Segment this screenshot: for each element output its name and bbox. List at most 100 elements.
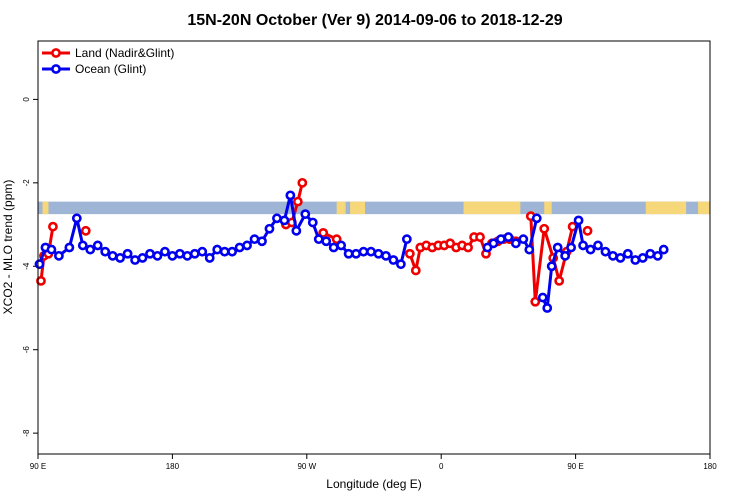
data-point bbox=[496, 234, 506, 245]
data-point bbox=[307, 217, 318, 228]
data-point bbox=[264, 223, 275, 234]
land-segment bbox=[463, 201, 521, 215]
data-point bbox=[552, 242, 563, 253]
data-point bbox=[658, 244, 669, 255]
data-point bbox=[92, 240, 103, 251]
data-point bbox=[554, 275, 565, 286]
data-point bbox=[107, 250, 118, 261]
data-point bbox=[292, 196, 303, 207]
x-tick-label: 90 W bbox=[297, 462, 316, 471]
data-point bbox=[488, 238, 499, 249]
data-point bbox=[503, 232, 514, 242]
data-point bbox=[573, 215, 584, 226]
data-point bbox=[373, 248, 384, 259]
land-segment bbox=[350, 201, 366, 215]
legend: Land (Nadir&Glint) Ocean (Glint) bbox=[42, 46, 174, 76]
data-point bbox=[182, 250, 193, 261]
data-point bbox=[560, 250, 571, 261]
data-point bbox=[85, 244, 96, 255]
data-point bbox=[189, 248, 200, 259]
data-point bbox=[219, 246, 230, 257]
data-point bbox=[531, 213, 542, 224]
y-tick-label: -6 bbox=[22, 346, 31, 354]
data-point bbox=[622, 248, 633, 259]
legend-label: Land (Nadir&Glint) bbox=[75, 46, 174, 60]
data-point bbox=[410, 265, 421, 276]
y-tick-label: 0 bbox=[22, 97, 31, 102]
data-point bbox=[249, 234, 260, 245]
legend-item: Ocean (Glint) bbox=[42, 62, 146, 76]
data-point bbox=[100, 246, 111, 257]
data-point bbox=[401, 234, 412, 245]
legend-label: Ocean (Glint) bbox=[75, 62, 146, 76]
data-point bbox=[615, 253, 626, 263]
y-tick-label: -4 bbox=[22, 262, 31, 270]
x-tick-label: 0 bbox=[439, 462, 444, 471]
land-segment bbox=[645, 201, 687, 215]
data-point bbox=[71, 213, 82, 224]
data-point bbox=[212, 244, 223, 255]
data-point bbox=[174, 248, 185, 259]
data-point bbox=[593, 240, 603, 251]
data-point bbox=[328, 242, 339, 253]
y-axis-label: XCO2 - MLO trend (ppm) bbox=[1, 180, 15, 315]
x-tick-label: 180 bbox=[166, 462, 180, 471]
data-point bbox=[463, 242, 473, 253]
data-point bbox=[524, 244, 535, 255]
land-ocean-band bbox=[38, 201, 710, 215]
data-point bbox=[608, 250, 618, 261]
data-point bbox=[130, 255, 140, 265]
series-land bbox=[36, 177, 593, 307]
data-point bbox=[197, 246, 208, 257]
data-point bbox=[313, 234, 324, 245]
data-point bbox=[34, 259, 45, 270]
data-point bbox=[64, 242, 75, 253]
data-point bbox=[395, 259, 406, 270]
x-tick-label: 90 E bbox=[30, 462, 46, 471]
data-point bbox=[227, 246, 238, 257]
chart-title: 15N-20N October (Ver 9) 2014-09-06 to 20… bbox=[187, 12, 562, 29]
data-point bbox=[600, 246, 611, 257]
x-tick-label: 90 E bbox=[567, 462, 583, 471]
data-point bbox=[578, 240, 588, 251]
data-point bbox=[291, 225, 302, 236]
data-point bbox=[539, 223, 550, 234]
data-point bbox=[566, 242, 577, 253]
data-point bbox=[115, 253, 126, 263]
data-point bbox=[652, 250, 663, 261]
data-point bbox=[46, 244, 57, 255]
data-point bbox=[542, 303, 553, 313]
plot-frame bbox=[37, 40, 711, 455]
series-line bbox=[541, 218, 665, 310]
data-point bbox=[152, 250, 163, 261]
data-point bbox=[582, 225, 593, 236]
data-point bbox=[585, 244, 596, 255]
land-segment bbox=[698, 201, 710, 215]
data-point bbox=[510, 238, 521, 249]
legend-item: Land (Nadir&Glint) bbox=[42, 46, 174, 60]
data-point bbox=[122, 248, 133, 259]
y-tick-label: -8 bbox=[22, 429, 31, 437]
data-point bbox=[300, 209, 311, 220]
y-tick-label: -2 bbox=[22, 179, 31, 187]
data-point bbox=[48, 221, 58, 232]
data-point bbox=[77, 240, 88, 251]
data-point bbox=[630, 255, 641, 265]
data-point bbox=[160, 246, 170, 257]
data-point bbox=[285, 190, 296, 201]
data-point bbox=[331, 234, 342, 245]
legend-marker bbox=[51, 48, 61, 58]
data-point bbox=[279, 215, 290, 226]
data-point bbox=[234, 242, 245, 253]
data-point bbox=[645, 248, 656, 259]
series-layer bbox=[34, 177, 669, 313]
legend-marker bbox=[51, 64, 61, 74]
data-point bbox=[297, 177, 308, 188]
data-point bbox=[475, 232, 485, 242]
series-ocean bbox=[34, 190, 669, 313]
x-axis-label: Longitude (deg E) bbox=[326, 477, 421, 491]
data-point bbox=[321, 236, 332, 247]
land-segment bbox=[42, 201, 49, 215]
land-segment bbox=[544, 201, 552, 215]
